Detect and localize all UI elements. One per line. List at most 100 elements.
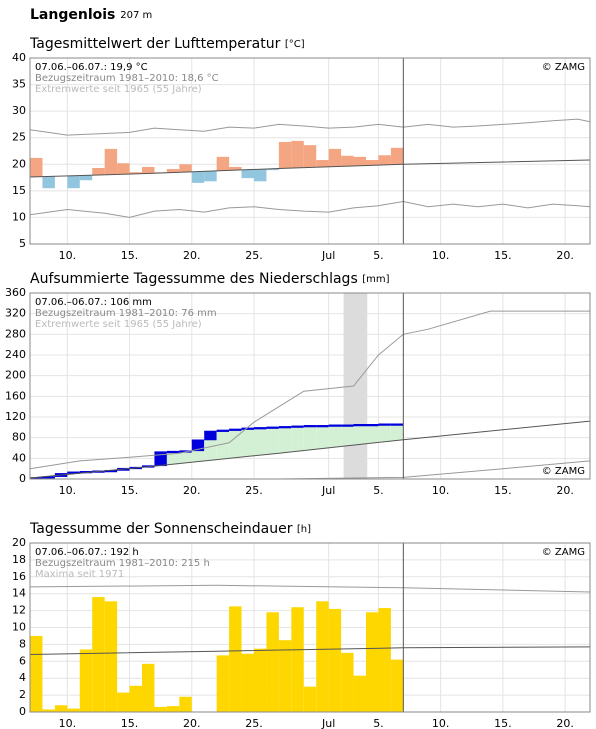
anomaly-bar [191,171,205,183]
anomaly-bar [30,157,43,177]
y-tick-label: 30 [12,104,26,117]
y-tick-label: 40 [12,51,26,64]
bar [30,635,43,712]
y-tick-label: 200 [5,369,26,382]
bar [341,652,354,712]
mean-line [29,420,591,479]
x-tick-label: 20. [183,717,201,729]
bar [378,608,391,712]
y-tick-label: 40 [12,451,26,464]
x-tick-label: 15. [121,484,139,497]
title-text: Tagesmittelwert der Lufttemperatur [29,36,281,52]
x-tick-label: 5. [373,717,384,729]
bar [154,706,167,712]
y-tick-label: 6 [19,654,26,667]
y-tick-label: 240 [5,348,26,361]
x-tick-label: 5. [373,484,384,497]
anomaly-bar [92,168,105,175]
bar [366,612,379,712]
anomaly-bar [316,160,329,168]
x-tick-label: 15. [494,717,512,729]
excess-area [241,428,254,457]
y-tick-label: 0 [19,472,26,485]
x-tick-label: 15. [494,249,512,262]
y-tick-label: 12 [12,604,26,617]
missing-band [343,293,368,479]
anomaly-bar [42,176,55,189]
y-tick-label: 0 [19,705,26,718]
bar [79,649,93,712]
anomaly-bar [366,160,379,166]
info-text: 07.06.–06.07.: 106 mm [35,297,152,308]
mean-line [29,646,591,655]
y-tick-label: 10 [12,621,26,634]
bar [229,606,242,712]
chart-title: Tagessumme der Sonnenscheindauer [h] [29,521,311,537]
anomaly-bar [341,155,354,167]
x-tick-label: 25. [245,249,263,262]
excess-area [341,425,354,446]
anomaly-bar [353,156,366,166]
x-tick-label: 15. [121,249,139,262]
excess-area [291,426,304,452]
x-tick-label: 25. [245,484,263,497]
excess-area [303,425,317,450]
unit: [°C] [285,39,305,50]
x-tick-label: 10. [59,484,77,497]
x-tick-label: 25. [245,717,263,729]
excess-area [378,424,391,442]
bar [129,685,142,712]
y-tick-label: 160 [5,389,26,402]
anomaly-bar [142,166,155,174]
y-tick-label: 18 [12,553,26,566]
bar [241,653,254,712]
x-tick-label: 20. [183,484,201,497]
excess-area [166,451,180,465]
elevation: 207 m [120,10,152,21]
y-tick-label: 35 [12,78,26,91]
x-tick-label: 15. [121,717,139,729]
info-text: Bezugszeitraum 1981–2010: 215 h [35,558,210,569]
x-tick-label: 20. [556,484,574,497]
info-text: 07.06.–06.07.: 192 h [35,547,139,558]
info-text: Bezugszeitraum 1981–2010: 76 mm [35,308,217,319]
excess-area [216,430,230,459]
anomaly-bar [303,145,317,168]
title-text: Aufsummierte Tagessumme des Niederschlag… [30,271,358,287]
y-tick-label: 20 [12,536,26,549]
anomaly-bar [117,163,130,175]
excess-area [254,427,267,456]
x-tick-label: 10. [59,249,77,262]
y-tick-label: 5 [19,237,26,250]
excess-area [266,427,279,454]
plot-frame [29,292,591,480]
y-tick-label: 120 [5,410,26,423]
bar [390,659,404,712]
excess-area [316,425,329,449]
bar [328,608,342,712]
anomaly-bar [67,175,80,189]
y-tick-label: 16 [12,570,26,583]
bar [316,601,329,712]
x-tick-label: 15. [494,484,512,497]
excess-area [229,429,242,458]
anomaly-bar [179,164,192,173]
anomaly-bar [390,147,404,165]
info-text: Maxima seit 1971 [35,569,124,580]
anomaly-bar [328,148,342,167]
info-text: 07.06.–06.07.: 19,9 °C [35,62,148,73]
anomaly-bar [216,156,230,171]
max-line [29,584,591,593]
station: Langenlois [30,7,115,23]
bar [42,709,55,712]
anomaly-bar [378,155,391,165]
daily-increment [191,440,205,452]
anomaly-bar [204,171,217,182]
anomaly-bar [266,168,279,171]
y-tick-label: 25 [12,131,26,144]
info-text: Bezugszeitraum 1981–2010: 18,6 °C [35,73,219,84]
y-tick-label: 360 [5,286,26,299]
bar [142,663,155,712]
bar [353,675,366,712]
y-tick-label: 320 [5,307,26,320]
